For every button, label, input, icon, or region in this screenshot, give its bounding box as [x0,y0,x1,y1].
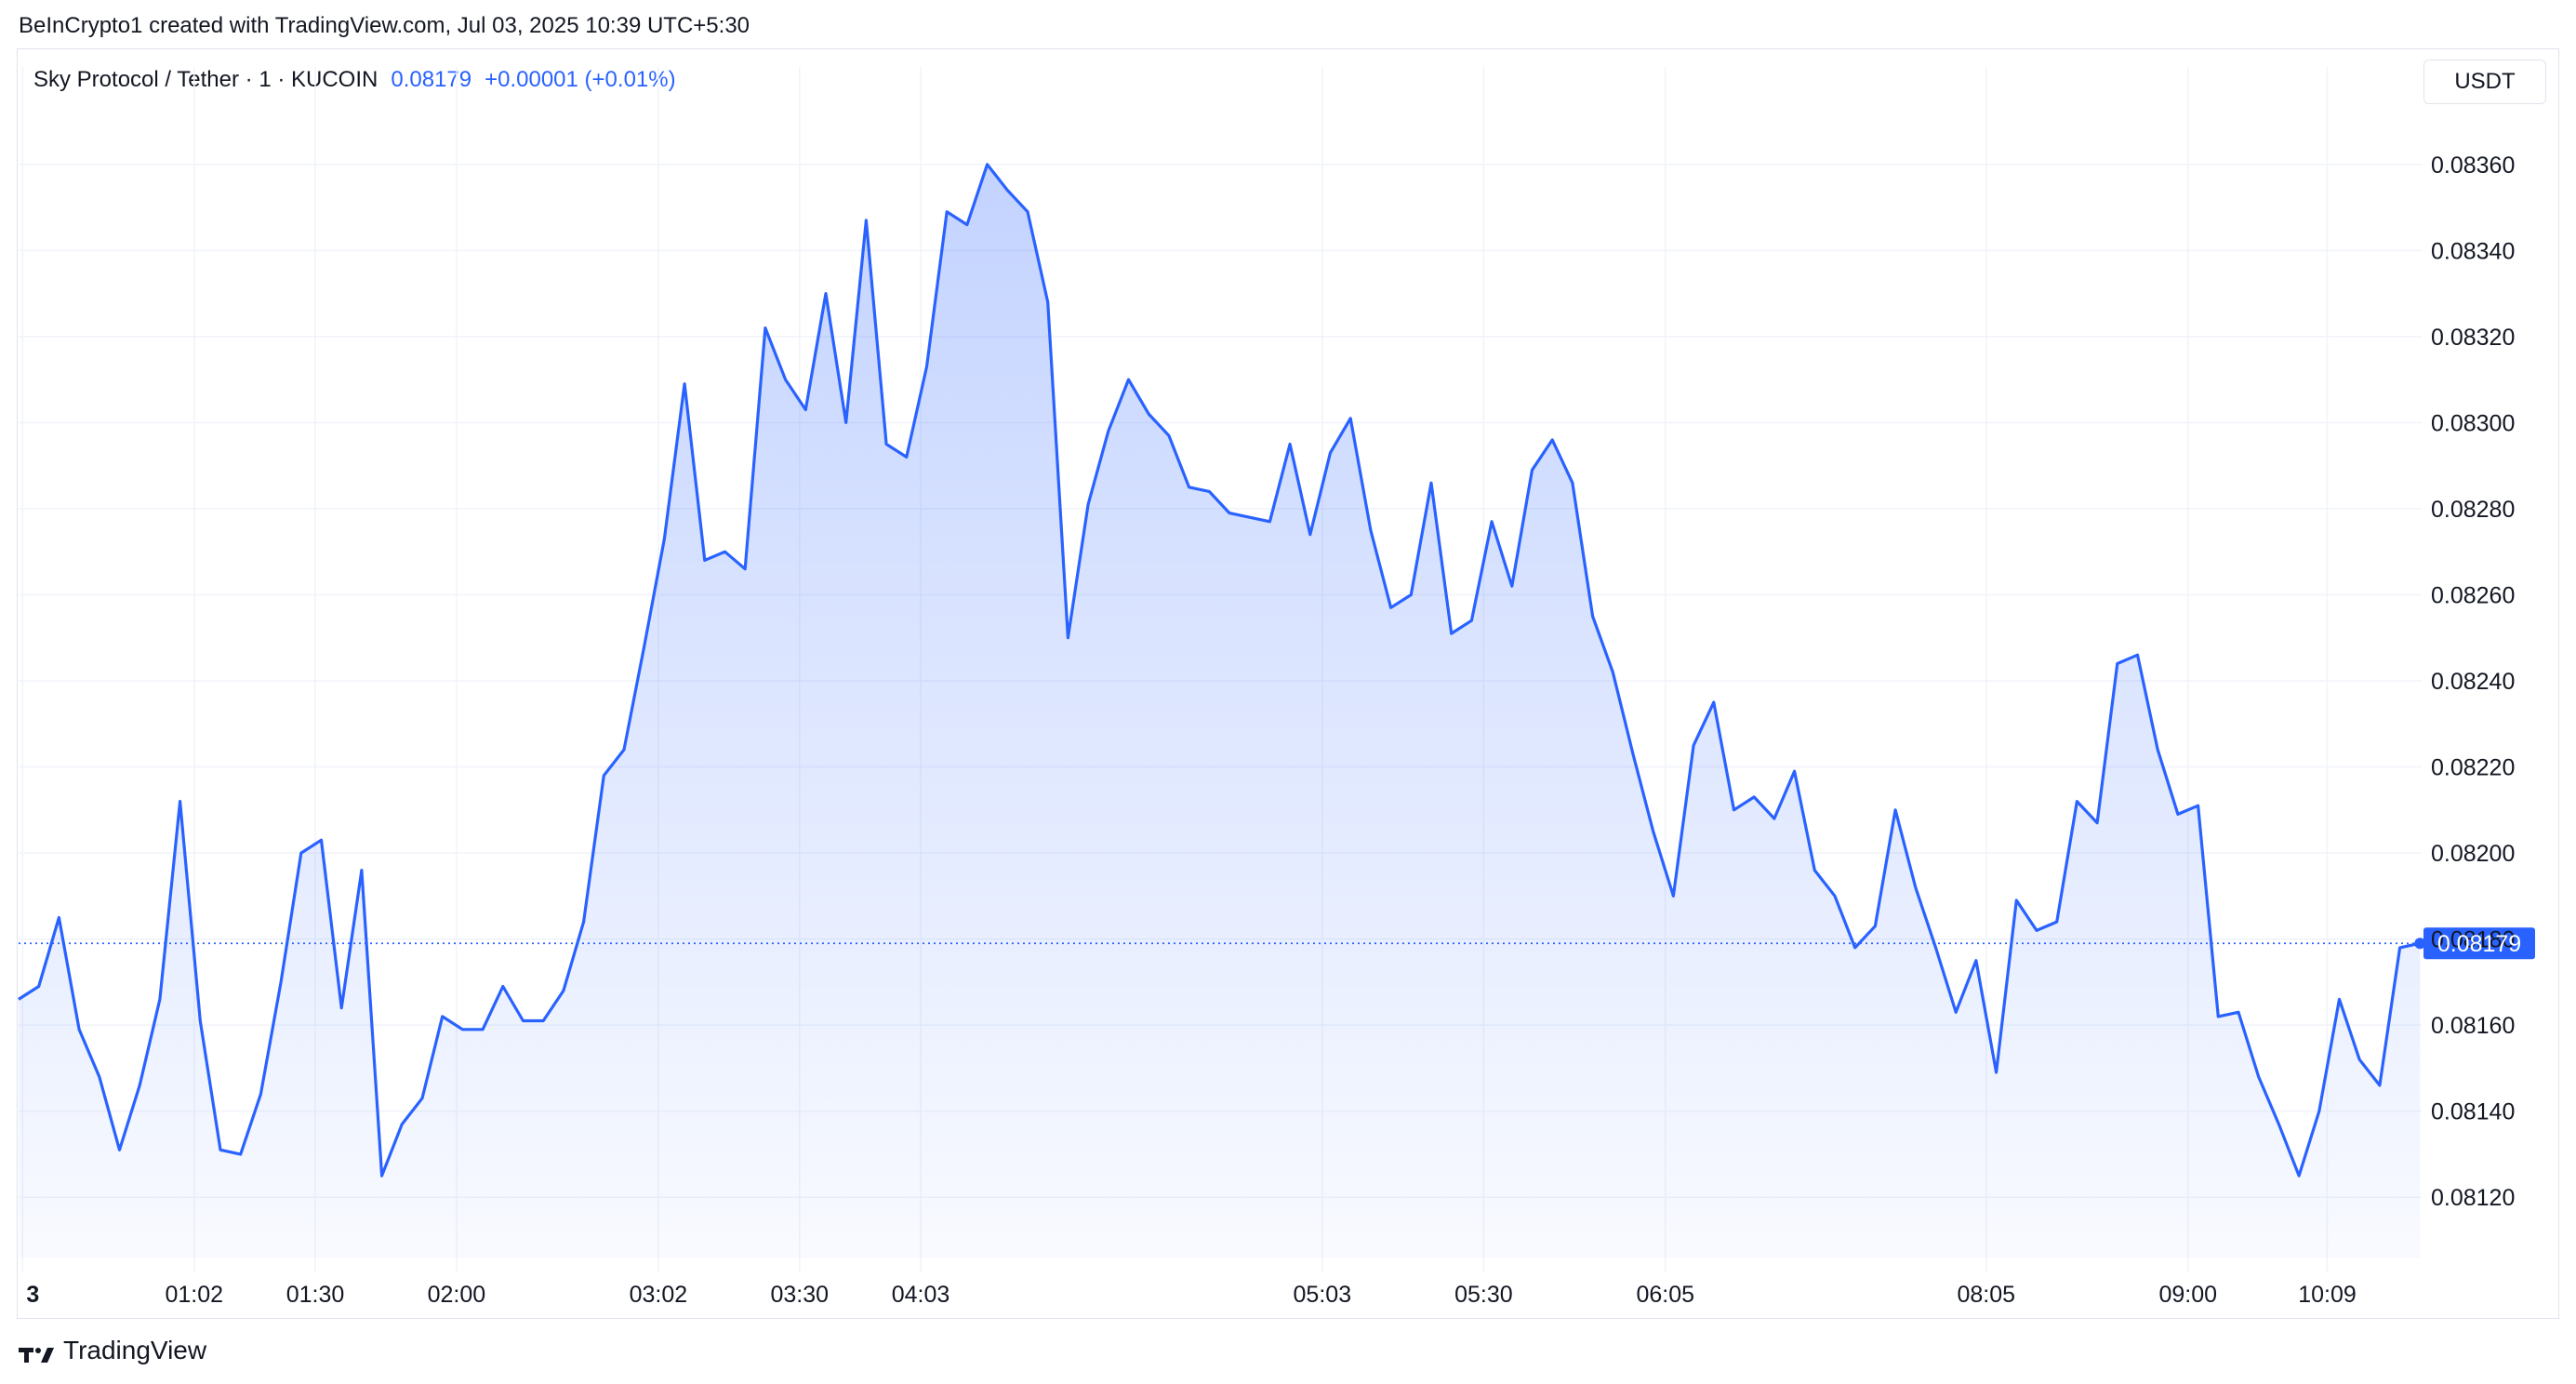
symbol-legend: Sky Protocol / Tether · 1 · KUCOIN 0.0817… [33,67,676,93]
price-line [18,163,2421,1178]
legend-change: +0.00001 (+0.01%) [485,67,676,92]
x-tick-label: 08:05 [1957,1282,2015,1308]
x-tick-label: 3 [26,1282,39,1308]
attribution-text: BeInCrypto1 created with TradingView.com… [19,13,750,38]
y-tick-label: 0.08320 [2431,325,2515,351]
legend-price: 0.08179 [391,67,472,92]
y-tick-label: 0.08300 [2431,410,2515,436]
x-tick-label: 03:30 [771,1282,830,1308]
y-tick-label: 0.08200 [2431,841,2515,867]
y-tick-label: 0.08220 [2431,755,2515,781]
x-tick-label: 04:03 [892,1282,950,1308]
brand-name: TradingView [63,1336,207,1364]
y-tick-label: 0.08240 [2431,669,2515,695]
x-tick-label: 05:30 [1454,1282,1513,1308]
y-tick-label: 0.08180 [2431,927,2515,953]
y-tick-label: 0.08260 [2431,582,2515,608]
x-tick-label: 01:02 [166,1282,224,1308]
x-tick-label: 10:09 [2298,1282,2357,1308]
x-tick-label: 03:02 [630,1282,688,1308]
y-tick-label: 0.08360 [2431,153,2515,179]
x-tick-label: 02:00 [428,1282,486,1308]
last-price-label-bg [2423,927,2535,960]
x-tick-label: 05:03 [1294,1282,1352,1308]
symbol-title[interactable]: Sky Protocol / Tether · 1 · KUCOIN [33,67,378,92]
y-tick-label: 0.08340 [2431,238,2515,264]
y-tick-label: 0.08120 [2431,1185,2515,1211]
last-price-label: 0.08179 [2437,931,2521,957]
brand-footer[interactable]: TradingView [19,1336,206,1365]
currency-button[interactable]: USDT [2423,60,2546,104]
y-tick-label: 0.08140 [2431,1099,2515,1125]
x-tick-label: 09:00 [2158,1282,2217,1308]
x-tick-label: 06:05 [1636,1282,1694,1308]
tradingview-logo-icon [19,1341,56,1363]
last-price-dot [2414,938,2426,950]
chart-frame [17,48,2559,1319]
y-tick-label: 0.08280 [2431,497,2515,523]
x-tick-label: 01:30 [286,1282,345,1308]
y-tick-label: 0.08160 [2431,1013,2515,1039]
price-area-fill [19,164,2421,1258]
